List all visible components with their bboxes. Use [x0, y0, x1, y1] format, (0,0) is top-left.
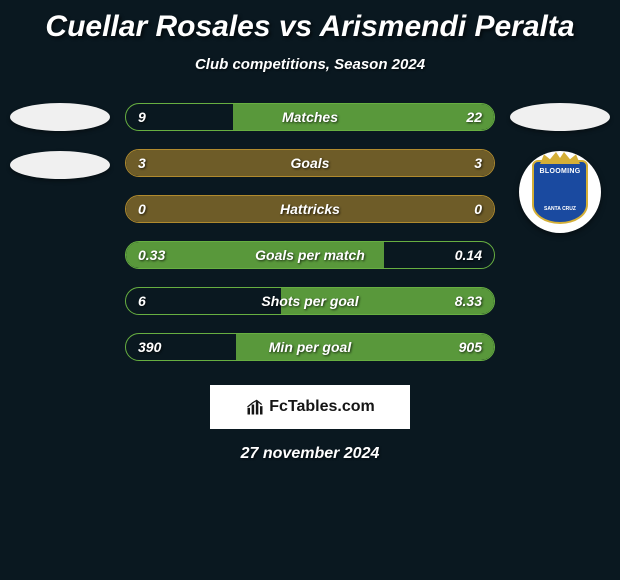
- crest-crown-icon: [540, 152, 580, 164]
- left-badge-1: [10, 103, 110, 131]
- stats-bars: Matches922 Goals33 Hattricks00 Goals per ma…: [125, 103, 495, 361]
- right-badge-crest: BLOOMING SANTA CRUZ: [519, 151, 601, 233]
- stat-row: Hattricks00: [125, 195, 495, 223]
- stat-fill-right: [233, 104, 494, 130]
- stat-row: Min per goal390905: [125, 333, 495, 361]
- stat-row: Goals33: [125, 149, 495, 177]
- right-badge-1: [510, 103, 610, 131]
- stat-row: Matches922: [125, 103, 495, 131]
- stat-fill-left: [126, 196, 310, 222]
- crest-shield: BLOOMING SANTA CRUZ: [532, 160, 588, 224]
- stat-fill-right: [310, 196, 494, 222]
- chart-icon: [245, 397, 265, 417]
- stat-fill-left: [126, 334, 236, 360]
- left-player-badges: [5, 103, 115, 179]
- stat-fill-left: [126, 242, 384, 268]
- crest-sublabel: SANTA CRUZ: [534, 206, 586, 212]
- left-badge-2: [10, 151, 110, 179]
- stat-row: Shots per goal68.33: [125, 287, 495, 315]
- stat-fill-left: [126, 150, 310, 176]
- stat-fill-right: [310, 150, 494, 176]
- crest-label: BLOOMING: [534, 168, 586, 175]
- page-subtitle: Club competitions, Season 2024: [0, 56, 620, 73]
- stat-fill-left: [126, 104, 233, 130]
- stat-row: Goals per match0.330.14: [125, 241, 495, 269]
- stat-fill-right: [236, 334, 494, 360]
- stat-fill-right: [384, 242, 494, 268]
- brand-text: FcTables.com: [269, 398, 375, 416]
- page-title: Cuellar Rosales vs Arismendi Peralta: [0, 0, 620, 44]
- stat-fill-right: [281, 288, 494, 314]
- brand-box: FcTables.com: [210, 385, 410, 429]
- comparison-panel: BLOOMING SANTA CRUZ Matches922 Goals33 Hat…: [0, 103, 620, 361]
- date-label: 27 november 2024: [0, 445, 620, 463]
- stat-fill-left: [126, 288, 281, 314]
- right-player-badges: BLOOMING SANTA CRUZ: [505, 103, 615, 233]
